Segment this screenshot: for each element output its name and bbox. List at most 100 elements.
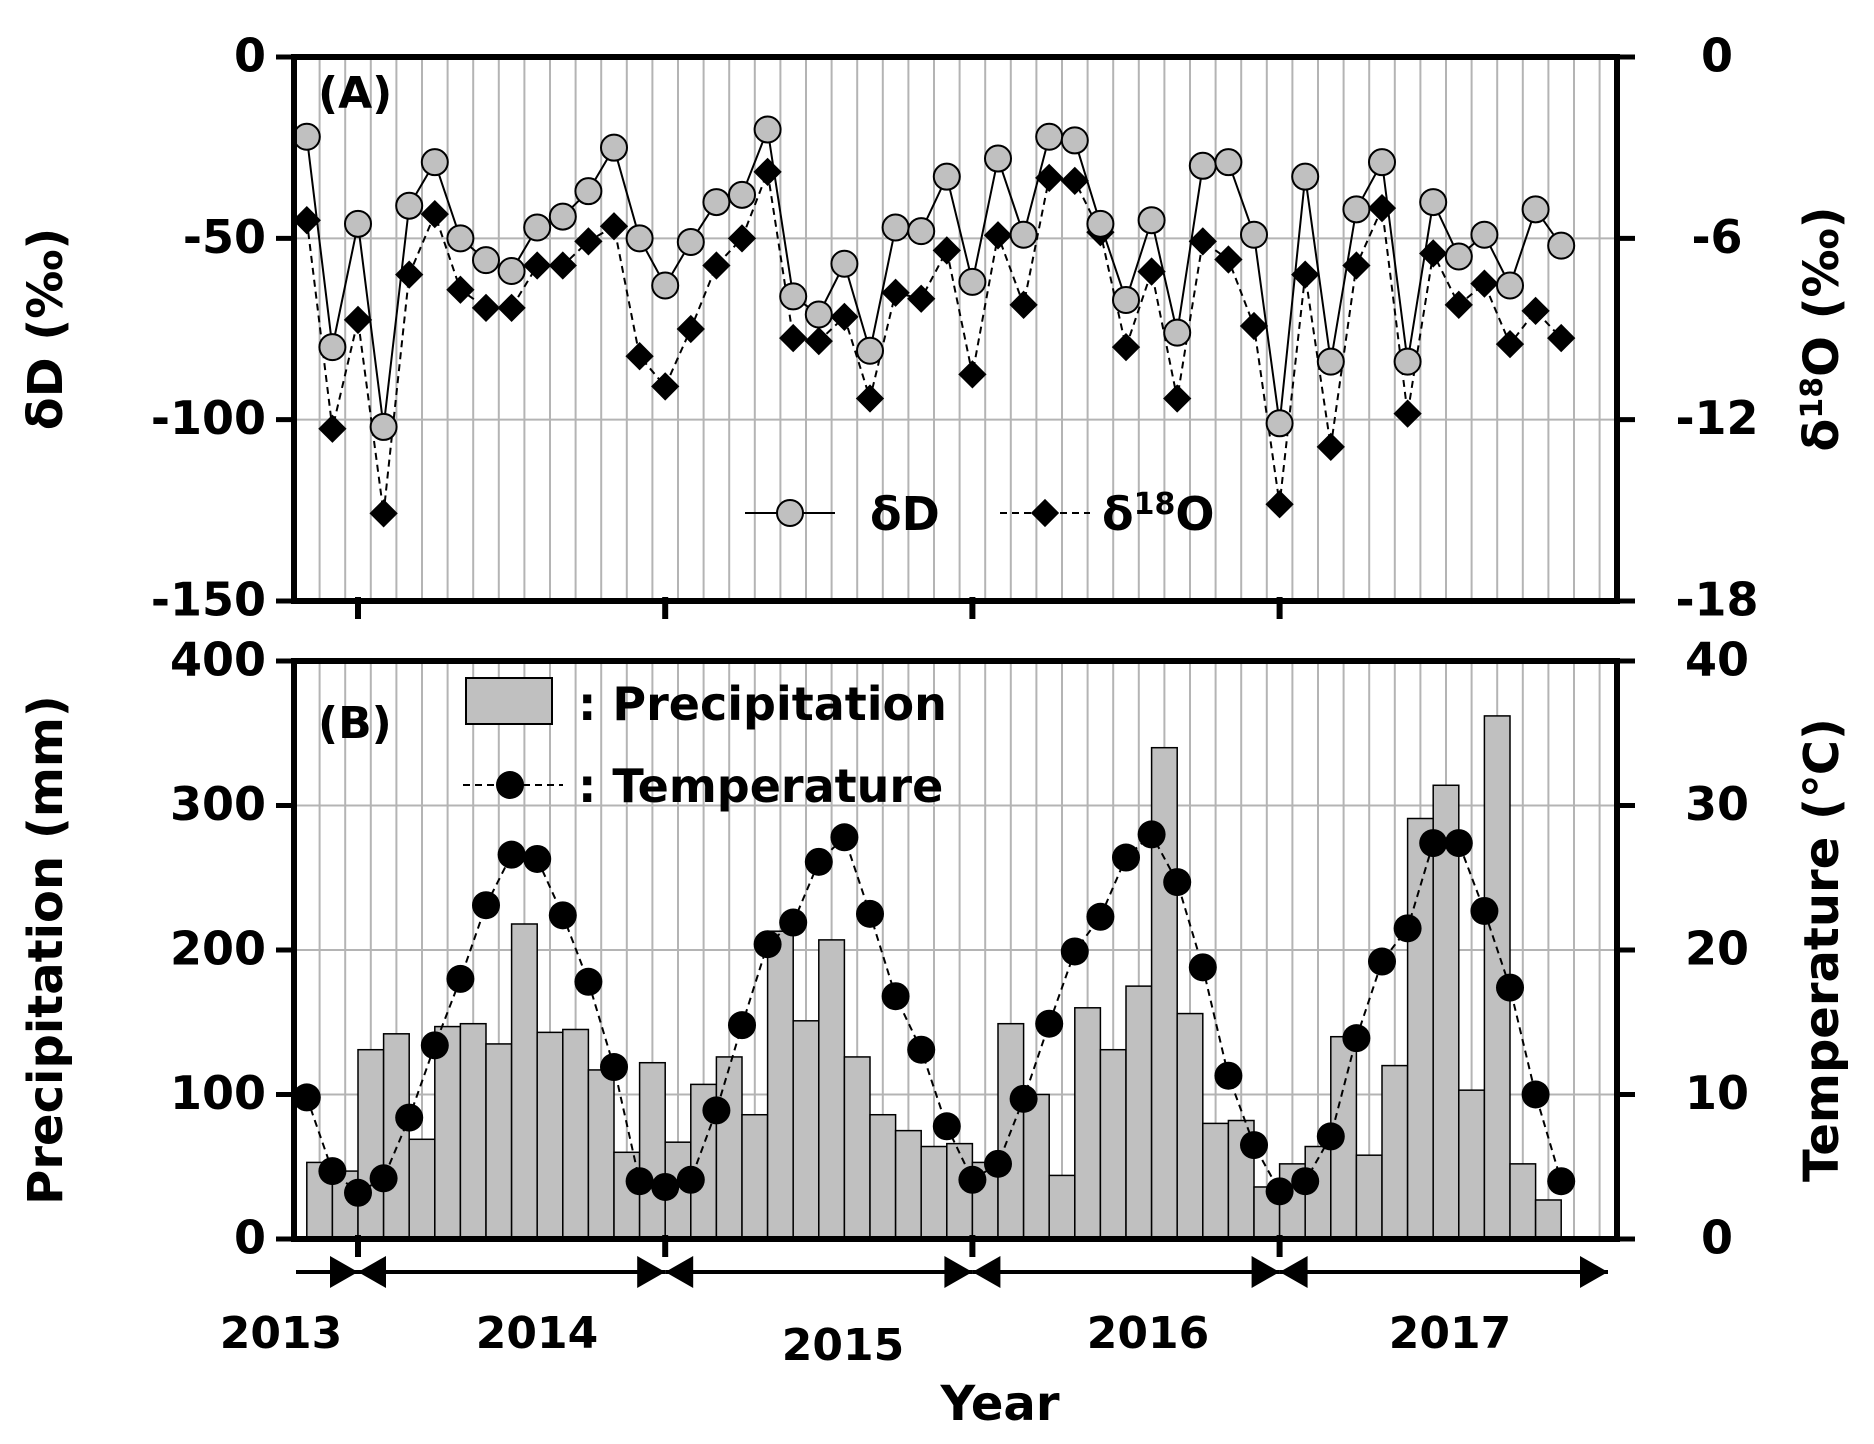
arrow-head-right bbox=[1580, 1256, 1608, 1288]
precip-bar bbox=[459, 1022, 487, 1240]
d18o-point bbox=[855, 384, 885, 413]
temp-point bbox=[395, 1103, 424, 1132]
temp-point bbox=[344, 1178, 372, 1207]
d18o-point bbox=[1265, 490, 1294, 519]
d18o-point bbox=[599, 212, 629, 241]
precip-bar bbox=[1074, 1007, 1102, 1240]
year-label-2014: 2014 bbox=[476, 1308, 598, 1359]
temp-point bbox=[932, 1112, 961, 1141]
y-axis-title-b-right: Temperature (℃) bbox=[1794, 718, 1850, 1182]
y-tick-label-b-right: 30 bbox=[1685, 777, 1749, 831]
y-tick-label-a-left: -50 bbox=[183, 210, 266, 264]
temp-point bbox=[881, 982, 910, 1011]
precip-bar bbox=[1458, 1089, 1486, 1240]
d18o-point bbox=[1316, 432, 1345, 462]
panel-b-legend: : Precipitation : Temperature bbox=[463, 677, 947, 813]
temp-point bbox=[446, 964, 475, 993]
d18o-point bbox=[1163, 384, 1192, 413]
dd-point bbox=[472, 246, 500, 275]
y-tick-label-a-right: -18 bbox=[1675, 573, 1758, 627]
temp-point bbox=[702, 1096, 731, 1125]
precip-bar bbox=[792, 1020, 820, 1240]
y-tick-label-a-right: 0 bbox=[1701, 29, 1733, 83]
d18o-point bbox=[1035, 163, 1064, 193]
precip-bar bbox=[920, 1145, 948, 1240]
temp-point bbox=[548, 901, 577, 930]
temp-point bbox=[958, 1165, 987, 1194]
legend-dd-label: δD bbox=[870, 487, 940, 541]
temp-point bbox=[1368, 947, 1396, 976]
d18o-point bbox=[651, 372, 680, 401]
d18o-point bbox=[881, 278, 910, 307]
temp-point bbox=[1086, 902, 1115, 931]
precip-bar bbox=[1381, 1064, 1409, 1240]
dd-point bbox=[625, 224, 654, 253]
dd-point bbox=[1444, 242, 1473, 271]
dd-point bbox=[1342, 195, 1371, 224]
d18o-point bbox=[753, 157, 782, 186]
y-tick-label-b-right: 0 bbox=[1701, 1211, 1733, 1265]
d18o-point bbox=[318, 414, 347, 443]
y-tick-label-a-left: 0 bbox=[234, 29, 266, 83]
temp-point bbox=[1316, 1122, 1345, 1151]
dd-point bbox=[1137, 206, 1166, 235]
arrow-head-right bbox=[944, 1256, 973, 1288]
d18o-point bbox=[1060, 166, 1089, 196]
d18o-point bbox=[1111, 332, 1141, 362]
y-tick-label-b-right: 10 bbox=[1685, 1066, 1749, 1120]
dd-point bbox=[369, 412, 398, 441]
precip-bar bbox=[638, 1061, 666, 1240]
temp-point bbox=[1112, 843, 1140, 872]
d18o-point bbox=[727, 224, 757, 253]
precip-bar bbox=[562, 1028, 590, 1240]
dd-point bbox=[318, 333, 347, 362]
d18o-point bbox=[1137, 257, 1166, 286]
precip-bar bbox=[408, 1138, 436, 1240]
d18o-point bbox=[983, 221, 1013, 250]
temp-point bbox=[1240, 1131, 1268, 1160]
legend-dd-marker bbox=[776, 499, 804, 527]
temp-point bbox=[318, 1157, 347, 1186]
temp-point bbox=[651, 1172, 680, 1201]
precip-bar bbox=[1125, 985, 1153, 1240]
y-tick-label-a-left: -100 bbox=[151, 391, 266, 445]
y-tick-label-b-left: 300 bbox=[170, 777, 266, 831]
d18o-point bbox=[779, 323, 808, 353]
y-tick-label-b-left: 200 bbox=[170, 922, 266, 976]
dd-point bbox=[497, 256, 526, 285]
d18o-point bbox=[523, 251, 552, 280]
y-tick-label-b-left: 400 bbox=[170, 633, 266, 687]
precip-bar bbox=[587, 1069, 615, 1240]
d18o-point bbox=[446, 275, 475, 304]
precip-bar bbox=[1202, 1122, 1230, 1240]
temp-point bbox=[1521, 1080, 1550, 1109]
arrow-head-left bbox=[665, 1256, 694, 1288]
dd-point bbox=[856, 336, 884, 365]
dd-point bbox=[779, 282, 808, 311]
dd-point bbox=[1086, 209, 1115, 238]
dd-point bbox=[1240, 220, 1268, 249]
legend-d18o-label: δ18O bbox=[1102, 487, 1214, 541]
d18o-point bbox=[395, 260, 424, 289]
precip-bar bbox=[1022, 1093, 1050, 1240]
arrow-head-left bbox=[972, 1256, 1001, 1288]
dd-point bbox=[1112, 285, 1140, 314]
dd-point bbox=[1470, 220, 1499, 249]
dd-point bbox=[600, 133, 628, 162]
dd-point bbox=[651, 271, 680, 300]
dd-point bbox=[1163, 318, 1192, 347]
dd-point bbox=[753, 115, 782, 144]
d18o-point bbox=[420, 200, 449, 229]
dd-point bbox=[1393, 347, 1422, 376]
dd-point bbox=[1496, 271, 1524, 300]
temp-point bbox=[1009, 1084, 1038, 1113]
temp-point bbox=[1419, 829, 1448, 858]
precip-bar bbox=[869, 1113, 897, 1240]
dd-point bbox=[292, 122, 321, 151]
year-label-2016: 2016 bbox=[1087, 1308, 1209, 1359]
temp-point bbox=[1393, 914, 1422, 943]
d18o-point bbox=[804, 326, 833, 356]
d18o-point bbox=[932, 236, 961, 265]
temp-point bbox=[1188, 953, 1217, 982]
legend-precip-label: : Precipitation bbox=[578, 677, 947, 731]
